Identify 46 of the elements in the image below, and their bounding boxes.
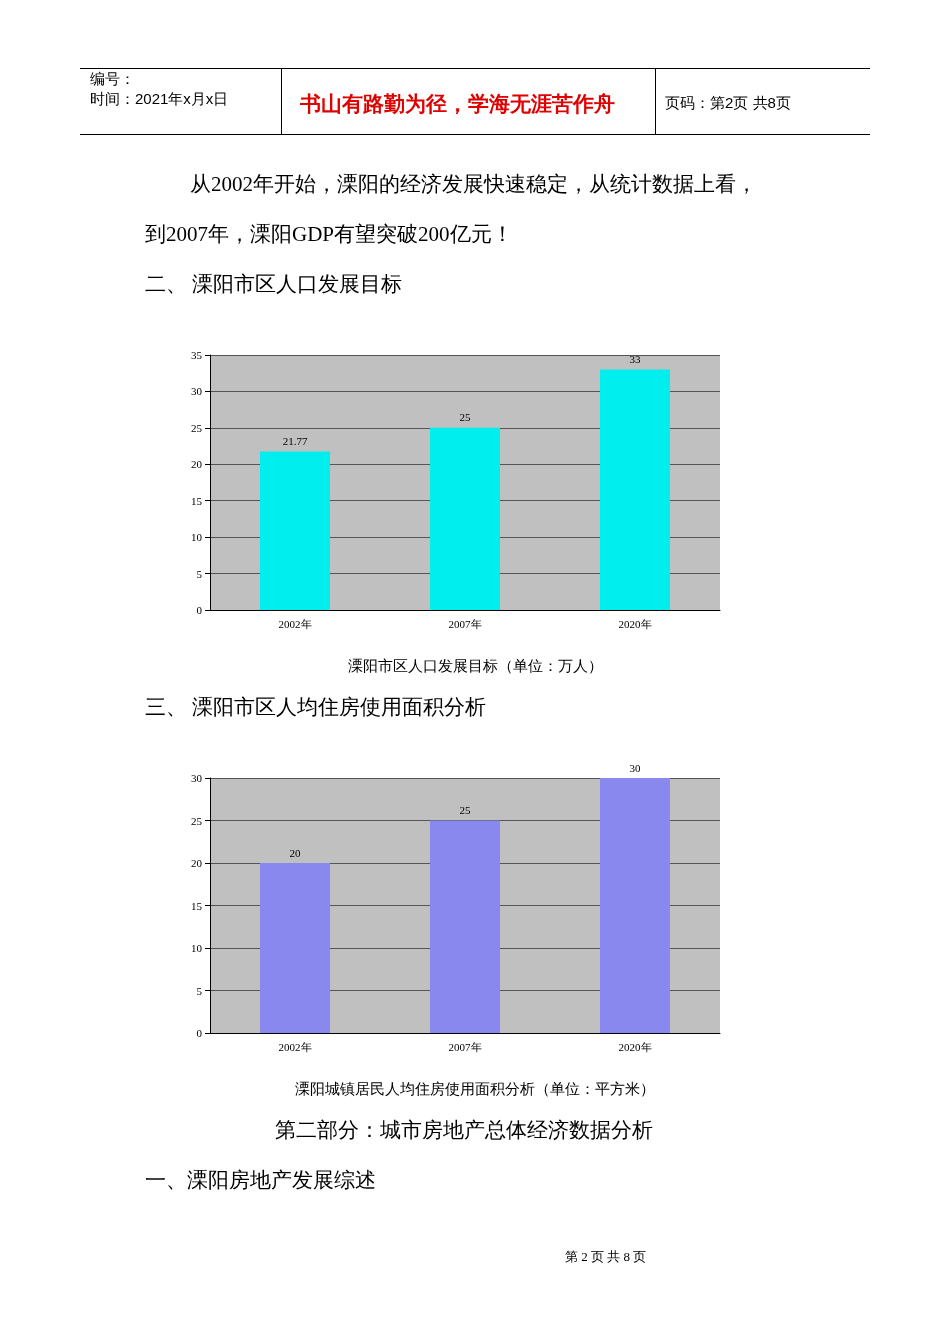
y-tick-label: 25	[191, 421, 203, 434]
x-tick-label: 2007年	[448, 617, 482, 630]
y-tick-label: 0	[196, 1027, 203, 1039]
bar	[430, 427, 500, 610]
text: 到2007年，溧阳GDP有望突破200亿元！	[145, 221, 513, 248]
y-tick-label: 5	[196, 567, 203, 580]
x-tick-label: 2020年	[618, 1040, 652, 1053]
data-label: 33	[629, 353, 641, 366]
data-label: 21.77	[282, 434, 308, 447]
x-tick-label: 2020年	[618, 617, 652, 630]
x-tick-label: 2002年	[278, 1040, 312, 1053]
y-tick-label: 0	[196, 604, 203, 616]
y-tick-label: 15	[191, 899, 203, 912]
text: 三、 溧阳市区人均住房使用面积分析	[145, 694, 487, 721]
y-tick-label: 35	[191, 349, 203, 361]
y-tick-label: 30	[191, 772, 203, 784]
text: 时间：2021年x月x日	[90, 90, 229, 109]
y-tick-label: 30	[191, 385, 203, 398]
text: 第二部分：城市房地产总体经济数据分析	[275, 1117, 653, 1144]
text: 第 2 页 共 8 页	[565, 1248, 647, 1266]
bar	[260, 863, 330, 1033]
y-tick-label: 10	[191, 531, 203, 544]
bar	[260, 451, 330, 610]
bar	[600, 778, 670, 1033]
y-tick-label: 20	[191, 458, 203, 471]
x-tick-label: 2002年	[278, 617, 312, 630]
data-label: 30	[629, 761, 641, 774]
data-label: 20	[289, 846, 301, 859]
data-label: 25	[459, 804, 471, 816]
bar	[600, 369, 670, 610]
y-tick-label: 10	[191, 942, 203, 954]
text: 一、溧阳房地产发展综述	[145, 1167, 376, 1194]
text: 从2002年开始，溧阳的经济发展快速稳定，从统计数据上看，	[190, 171, 757, 198]
text: 页码：第2页 共8页	[665, 94, 791, 113]
text: 书山有路勤为径，学海无涯苦作舟	[300, 91, 615, 117]
text: 编号：	[90, 70, 135, 89]
text: 溧阳城镇居民人均住房使用面积分析（单位：平方米）	[294, 1080, 656, 1099]
y-tick-label: 25	[191, 814, 203, 827]
data-label: 25	[459, 411, 471, 424]
y-tick-label: 20	[191, 857, 203, 869]
y-tick-label: 15	[191, 494, 203, 507]
bar	[430, 820, 500, 1033]
text: 二、 溧阳市区人口发展目标	[145, 271, 403, 298]
text: 溧阳市区人口发展目标（单位：万人）	[346, 657, 604, 676]
y-tick-label: 5	[196, 984, 203, 997]
x-tick-label: 2007年	[448, 1040, 482, 1053]
